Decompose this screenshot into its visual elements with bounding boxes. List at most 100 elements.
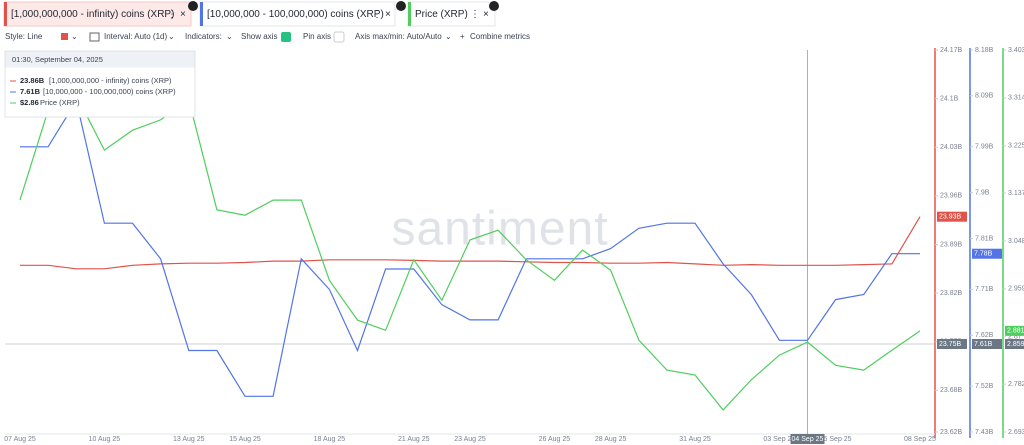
remove-button[interactable]	[396, 1, 406, 11]
metric-tab[interactable]: Price (XRP) ⋮ ×	[407, 1, 499, 27]
last-value-tag	[1005, 325, 1024, 336]
calendar-icon	[89, 32, 100, 42]
color-picker[interactable]	[61, 33, 68, 40]
tab-color	[408, 2, 411, 26]
x-tick-label: 13 Aug 25	[173, 436, 205, 443]
y-tick-label: 8.09B	[975, 93, 994, 100]
x-tick-label: 05 Sep 25	[820, 436, 852, 443]
style-select[interactable]: Style: Line	[5, 32, 43, 41]
x-tick-label: 07 Aug 25	[4, 436, 36, 443]
interval-select[interactable]: Interval: Auto (1d)	[104, 32, 167, 41]
axis-minmax-select[interactable]: Axis max/min: Auto/Auto	[355, 32, 442, 41]
tooltip: 01:30, September 04, 2025 23.86B [1,000,…	[4, 50, 196, 118]
series-line	[20, 216, 921, 270]
remove-button[interactable]	[188, 1, 198, 11]
last-value-tag	[972, 248, 1002, 259]
y-tick-label: 7.52B	[975, 383, 994, 390]
tooltip-value: 7.61B	[20, 87, 41, 96]
y-tick-label: 24.17B	[940, 47, 963, 54]
tab-label: [1,000,000,000 - infinity) coins (XRP)	[11, 9, 174, 20]
y-tick-label: 7.81B	[975, 235, 994, 242]
y-tick-label: 7.9B	[975, 189, 990, 196]
y-tick-label: 8.18B	[975, 47, 994, 54]
y-tick-label: 23.82B	[940, 290, 963, 297]
last-value-label: 23.93B	[939, 214, 962, 221]
chevron: ⌄	[226, 32, 233, 41]
tab-menu[interactable]: ⋮	[470, 9, 480, 20]
y-tick-label: 23.68B	[940, 387, 963, 394]
y-tick-label: 7.71B	[975, 286, 994, 293]
y-tick-label: 2.693	[1008, 429, 1024, 436]
y-tick-label: 2.782	[1008, 381, 1024, 388]
crosshair-tag	[972, 339, 1002, 349]
tab-label: Price (XRP)	[415, 9, 468, 20]
tab-bg	[3, 1, 192, 27]
crosshair-value: 2.859	[1007, 341, 1024, 348]
y-tick-label: 2.959	[1008, 286, 1024, 293]
y-tick-label: 24.03B	[940, 144, 963, 151]
x-tick-label: 15 Aug 25	[229, 436, 261, 443]
tooltip-value: 23.86B	[20, 76, 45, 85]
crosshair-tag	[937, 339, 967, 349]
metric-tab[interactable]: [1,000,000,000 - infinity) coins (XRP) ⋮…	[3, 1, 198, 27]
y-tick-label: 23.96B	[940, 193, 963, 200]
last-value-label: 2.881	[1007, 328, 1024, 335]
show-axis-checkbox[interactable]	[281, 32, 291, 42]
crosshair-tag	[1005, 339, 1024, 349]
y-tick-label: 24.1B	[940, 95, 959, 102]
combine-button[interactable]: Combine metrics	[470, 32, 530, 41]
x-tick-label: 21 Aug 25	[398, 436, 430, 443]
tab-close[interactable]: ×	[483, 9, 489, 20]
show-axis-label: Show axis	[241, 32, 277, 41]
pin-axis-label: Pin axis	[303, 32, 331, 41]
tab-color	[200, 2, 203, 26]
x-tick-label: 08 Sep 25	[904, 436, 936, 443]
y-tick-label: 2.87	[1008, 334, 1022, 341]
y-tick-label: 23.62B	[940, 429, 963, 436]
y-tick-label: 7.99B	[975, 144, 994, 151]
series-line	[20, 99, 920, 397]
x-tick-label: 23 Aug 25	[454, 436, 486, 443]
y-tick-label: 3.225	[1008, 143, 1024, 150]
last-value-tag	[937, 211, 967, 222]
tooltip-title: 01:30, September 04, 2025	[12, 55, 103, 64]
x-tick-label: 28 Aug 25	[595, 436, 627, 443]
tab-menu[interactable]: ⋮	[372, 9, 382, 20]
x-tick-label: 03 Sep 25	[763, 436, 795, 443]
x-tick-label: 10 Aug 25	[89, 436, 121, 443]
tooltip-name: Price (XRP)	[40, 98, 80, 107]
tooltip-name: [1,000,000,000 - infinity) coins (XRP)	[49, 76, 172, 85]
crosshair-date: 04 Sep 25	[792, 436, 824, 443]
y-tick-label: 3.048	[1008, 238, 1024, 245]
metric-tab[interactable]: [10,000,000 - 100,000,000) coins (XRP) ⋮…	[199, 1, 406, 27]
y-tick-label: 3.314	[1008, 95, 1024, 102]
x-tick-label: 26 Aug 25	[539, 436, 571, 443]
tooltip-name: [10,000,000 - 100,000,000) coins (XRP)	[43, 87, 176, 96]
tooltip-value: $2.86	[20, 98, 39, 107]
remove-button[interactable]	[489, 1, 499, 11]
tooltip-header	[5, 51, 195, 68]
tab-bg	[199, 1, 396, 27]
tab-close[interactable]: ×	[180, 9, 186, 20]
tab-close[interactable]: ×	[385, 9, 391, 20]
tab-menu[interactable]: ⋮	[167, 9, 177, 20]
x-tick-label: 31 Aug 25	[679, 436, 711, 443]
x-tick-label: 18 Aug 25	[314, 436, 346, 443]
chevron: ⌄	[445, 32, 452, 41]
indicators-select[interactable]: Indicators:	[185, 32, 222, 41]
chevron: ⌄	[71, 32, 78, 41]
plot: 24.17B 24.1B 24.03B 23.96B 23.89B 23.82B 23.75…	[4, 47, 1024, 444]
crosshair-value: 7.61B	[974, 341, 993, 348]
y-tick-label: 7.62B	[975, 332, 994, 339]
y-tick-label: 3.137	[1008, 190, 1024, 197]
y-tick-label: 23.89B	[940, 241, 963, 248]
pin-axis-checkbox[interactable]	[333, 31, 345, 43]
tab-color	[4, 2, 7, 26]
crosshair-value: 23.75B	[939, 341, 962, 348]
watermark: santiment	[391, 203, 608, 256]
tab-label: [10,000,000 - 100,000,000) coins (XRP)	[207, 9, 384, 20]
y-tick-label: 3.403	[1008, 47, 1024, 54]
last-value-label: 7.78B	[974, 251, 993, 258]
chevron: ⌄	[168, 32, 175, 41]
